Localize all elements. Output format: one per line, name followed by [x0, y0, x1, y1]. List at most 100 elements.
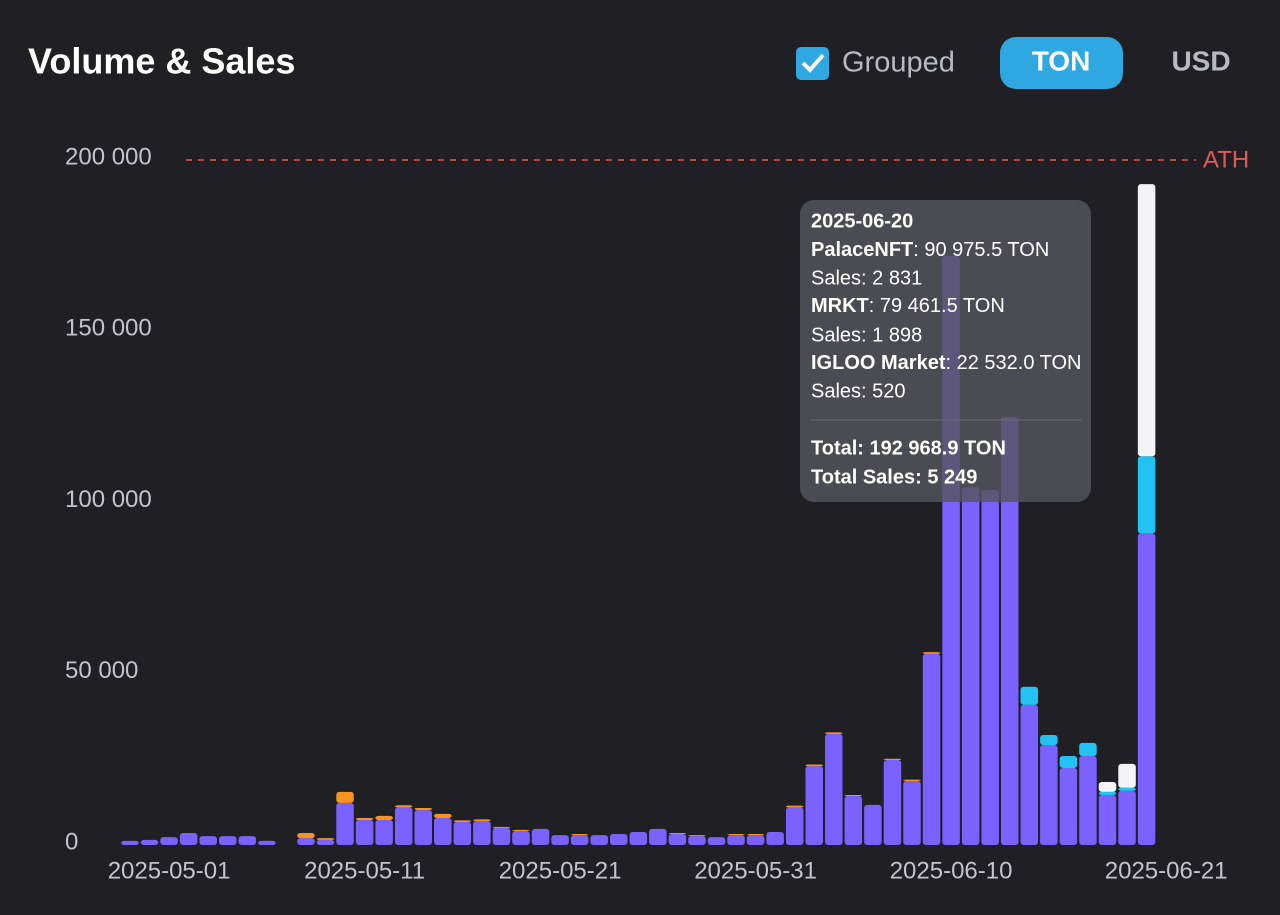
- bar-segment: [394, 807, 413, 845]
- x-tick-label: 2025-05-11: [304, 857, 425, 884]
- bar-segment: [336, 791, 354, 803]
- tooltip-entry: MRKT: 79 461.5 TON: [811, 295, 1005, 317]
- y-tick-label: 150 000: [65, 315, 152, 342]
- tooltip-sales: Sales: 2 831: [811, 267, 922, 289]
- bar-segment: [336, 802, 354, 845]
- bar-segment: [355, 817, 374, 820]
- bar-segment: [570, 835, 589, 845]
- bar-segment: [473, 821, 491, 845]
- bar-segment: [805, 766, 823, 845]
- bar-segment: [668, 834, 687, 845]
- tooltip-date: 2025-06-20: [811, 210, 913, 232]
- bar-segment: [1118, 763, 1136, 788]
- bar-segment: [375, 815, 393, 820]
- tooltip-sales: Sales: 520: [811, 380, 906, 402]
- usd-button[interactable]: USD: [1171, 45, 1230, 76]
- tooltip-sales: Sales: 1 898: [811, 324, 922, 346]
- bar-segment: [883, 760, 902, 845]
- bar-segment: [785, 805, 804, 808]
- bar-segment: [668, 833, 687, 835]
- bar-segment: [1059, 767, 1078, 845]
- bar-segment: [825, 734, 843, 845]
- x-tick-label: 2025-05-21: [499, 857, 622, 884]
- checkmark: [801, 53, 825, 73]
- bar-segment: [785, 807, 804, 845]
- bar-segment: [844, 796, 863, 845]
- tooltip-value: : 22 532.0 TON: [945, 352, 1081, 374]
- bar-segment: [414, 808, 432, 811]
- bar-segment: [1001, 416, 1019, 845]
- x-tick-label: 2025-05-01: [108, 857, 231, 884]
- ton-button[interactable]: [1000, 37, 1123, 89]
- bar-segment: [1040, 735, 1058, 745]
- bar-segment: [825, 732, 843, 735]
- bar-segment: [707, 837, 726, 845]
- bar-segment: [258, 840, 276, 845]
- bar-segment: [1137, 184, 1156, 457]
- bar-segment: [179, 833, 198, 845]
- bar-segment: [1098, 794, 1117, 845]
- bar-segment: [394, 805, 413, 808]
- tooltip-series: MRKT: [811, 295, 869, 317]
- bar-segment: [864, 804, 882, 845]
- chart-title: Volume & Sales: [28, 41, 295, 82]
- bar-segment: [473, 819, 491, 822]
- bar-segment: [1020, 686, 1039, 705]
- tooltip: 2025-06-20 PalaceNFT: 90 975.5 TON Sales…: [800, 200, 1091, 502]
- bar-segment: [1098, 781, 1117, 792]
- tooltip-series: IGLOO Market: [811, 352, 946, 374]
- x-tick-label: 2025-05-31: [694, 857, 817, 884]
- bar-segment: [434, 817, 452, 845]
- bar-segment: [531, 828, 550, 845]
- tooltip-entry: IGLOO Market: 22 532.0 TON: [811, 352, 1082, 374]
- bar-segment: [1079, 755, 1097, 845]
- bar-segment: [981, 490, 999, 845]
- bar-segment: [903, 780, 921, 845]
- bar-segment: [434, 813, 452, 818]
- bar-segment: [297, 833, 315, 839]
- bar-segment: [883, 758, 902, 761]
- bar-segment: [297, 838, 315, 845]
- y-tick-label: 100 000: [65, 486, 152, 513]
- bar-segment: [512, 830, 530, 845]
- bar-segment: [922, 652, 941, 654]
- bar-segment: [688, 836, 706, 845]
- x-tick-label: 2025-06-21: [1105, 857, 1228, 884]
- bar-segment: [551, 835, 569, 845]
- bar-segment: [492, 826, 511, 828]
- y-tick-label: 0: [65, 828, 78, 855]
- y-tick-label: 50 000: [65, 657, 138, 684]
- x-tick-label: 2025-06-10: [890, 857, 1013, 884]
- bar-segment: [570, 834, 589, 836]
- bar-segment: [590, 835, 608, 845]
- bar-segment: [316, 838, 335, 840]
- bar-segment: [727, 835, 745, 845]
- tooltip-value: : 79 461.5 TON: [869, 295, 1005, 317]
- bar-segment: [844, 794, 863, 797]
- bar-segment: [414, 810, 432, 845]
- bar-segment: [453, 820, 472, 823]
- checkbox[interactable]: [796, 47, 829, 80]
- ton-label[interactable]: TON: [1032, 45, 1091, 76]
- bar-segment: [649, 828, 667, 845]
- bar-segment: [1079, 742, 1097, 756]
- bar-segment: [1118, 790, 1136, 845]
- bar-segment: [219, 836, 237, 845]
- bar-segment: [746, 835, 765, 845]
- bar-segment: [727, 834, 745, 836]
- bar-segment: [121, 840, 139, 845]
- grouped-label[interactable]: Grouped: [842, 47, 955, 79]
- tooltip-series: PalaceNFT: [811, 239, 913, 261]
- tooltip-total-sales: Total Sales: 5 249: [811, 466, 977, 488]
- bar-segment: [492, 827, 511, 845]
- bar-segment: [922, 653, 941, 845]
- plot-area: 0 50 000 100 000 150 000 200 000 ATH 2025-05-0…: [65, 143, 1249, 884]
- bar-segment: [453, 822, 472, 845]
- bar-segment: [903, 779, 921, 781]
- bar-segment: [629, 831, 648, 845]
- bar-segment: [766, 831, 784, 845]
- bar-segment: [1098, 791, 1117, 795]
- bar-segment: [961, 487, 980, 845]
- bar-segment: [805, 764, 823, 767]
